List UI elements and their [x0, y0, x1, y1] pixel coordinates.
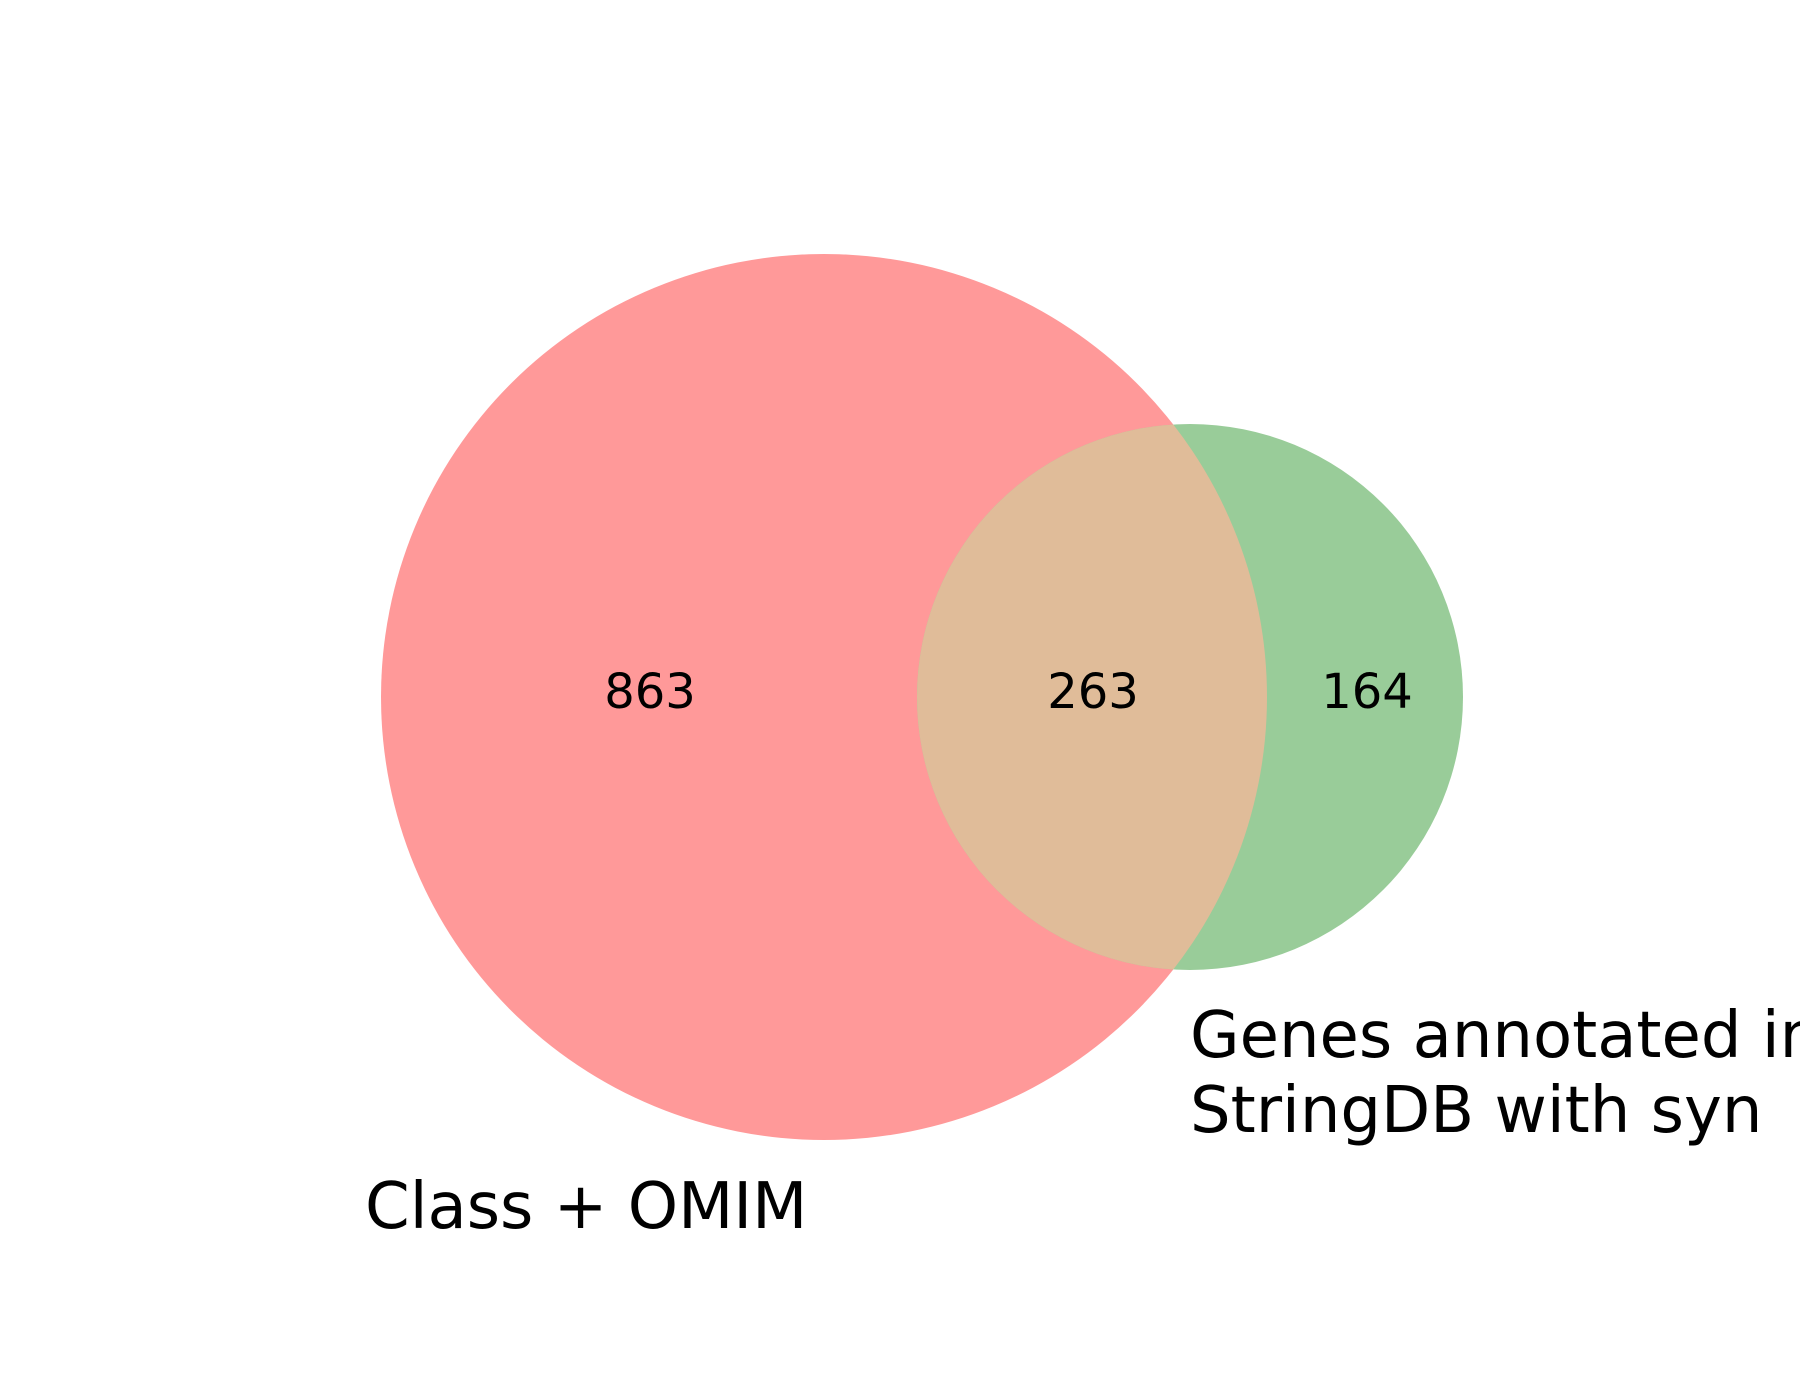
set-b-label-line-2: StringDB with syn: [1190, 1074, 1762, 1148]
overlap-region: [917, 424, 1267, 970]
set-b-label-line-1: Genes annotated in: [1190, 999, 1800, 1073]
count-only-b: 164: [1321, 664, 1413, 720]
set-a-label: Class + OMIM: [365, 1170, 807, 1244]
count-intersection: 263: [1047, 664, 1139, 720]
count-only-a: 863: [604, 664, 696, 720]
